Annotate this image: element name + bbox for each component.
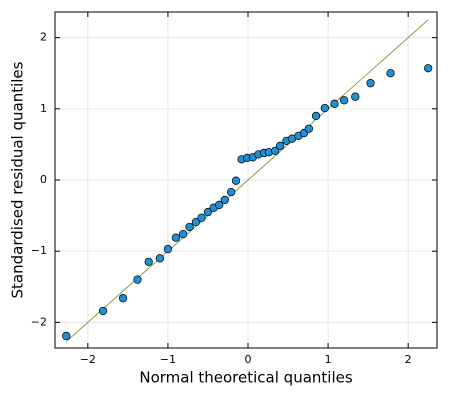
plot-frame xyxy=(54,11,438,349)
point xyxy=(163,244,173,254)
point xyxy=(304,124,314,133)
point xyxy=(203,207,213,217)
point xyxy=(366,79,375,88)
x-tick-label: −1 xyxy=(160,353,176,366)
point xyxy=(227,187,236,197)
point xyxy=(271,146,280,155)
point xyxy=(424,64,433,73)
point xyxy=(220,195,229,205)
point xyxy=(178,229,188,239)
point xyxy=(339,96,349,105)
point xyxy=(386,69,395,78)
point xyxy=(62,331,71,341)
reference-line xyxy=(65,19,429,342)
point xyxy=(144,257,153,267)
y-tick-label: 1 xyxy=(40,102,47,115)
x-tick-label: −2 xyxy=(80,353,96,366)
y-tick-label: 0 xyxy=(40,173,47,186)
point xyxy=(215,200,224,210)
point xyxy=(185,222,194,232)
point xyxy=(275,141,285,150)
point xyxy=(118,294,128,303)
y-tick-label: 2 xyxy=(40,31,47,44)
x-axis-label: Normal theoretical quantiles xyxy=(139,369,352,387)
y-tick-label: −2 xyxy=(31,315,47,328)
point xyxy=(98,306,108,316)
y-tick-label: −1 xyxy=(31,244,47,257)
point xyxy=(330,99,339,108)
point xyxy=(171,233,181,242)
x-tick-label: 2 xyxy=(405,353,412,366)
point xyxy=(155,254,165,263)
point xyxy=(231,176,241,185)
point xyxy=(311,111,321,121)
point xyxy=(133,275,142,284)
point xyxy=(197,213,206,222)
y-axis-label: Standardised residual quantiles xyxy=(9,61,27,298)
point xyxy=(351,92,360,101)
point xyxy=(320,103,330,113)
point xyxy=(191,217,201,227)
x-tick-label: 1 xyxy=(325,353,332,366)
x-tick-label: 0 xyxy=(245,353,252,366)
